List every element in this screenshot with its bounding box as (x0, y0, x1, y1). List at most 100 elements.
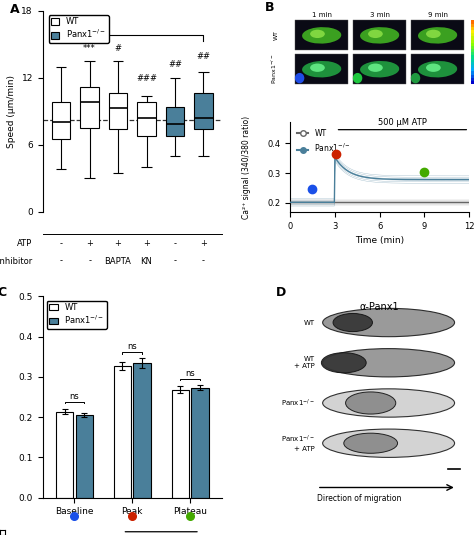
Ellipse shape (353, 73, 362, 83)
Text: +: + (115, 239, 121, 248)
Text: 500 μM ATP: 500 μM ATP (378, 118, 427, 127)
Ellipse shape (368, 30, 383, 38)
Text: ns: ns (128, 342, 137, 350)
Text: α-Panx1: α-Panx1 (360, 302, 400, 312)
Text: ###: ### (136, 74, 157, 83)
Bar (295, 55, 348, 84)
Bar (471, 62, 474, 65)
X-axis label: Time (min): Time (min) (355, 236, 404, 245)
Bar (191, 388, 209, 498)
Text: ***: *** (83, 44, 96, 53)
Bar (471, 49, 474, 52)
Bar (353, 20, 406, 50)
Bar (471, 36, 474, 40)
Text: -: - (60, 257, 63, 265)
Ellipse shape (333, 314, 373, 332)
Bar (411, 55, 464, 84)
Bar (471, 33, 474, 36)
Text: ATP: ATP (17, 239, 32, 248)
Y-axis label: Ca²⁺ signal (340/380 ratio): Ca²⁺ signal (340/380 ratio) (242, 116, 251, 219)
Ellipse shape (302, 61, 341, 78)
Bar (81, 87, 99, 128)
Bar (471, 27, 474, 30)
Text: WT: WT (304, 319, 315, 325)
Text: 3 min: 3 min (370, 12, 390, 18)
Ellipse shape (360, 27, 399, 43)
Text: 1 min: 1 min (312, 12, 332, 18)
Text: A: A (10, 3, 20, 16)
Ellipse shape (323, 389, 455, 417)
Text: ns: ns (185, 369, 195, 378)
Bar (76, 415, 93, 498)
Bar (471, 68, 474, 71)
Bar (471, 24, 474, 27)
Bar (471, 65, 474, 68)
Text: 9 min: 9 min (428, 12, 447, 18)
Bar (353, 55, 406, 84)
Text: -: - (173, 239, 176, 248)
Text: D: D (276, 286, 286, 299)
Bar (114, 365, 131, 498)
Bar (56, 412, 73, 498)
Ellipse shape (323, 308, 455, 337)
Bar (166, 107, 184, 136)
Ellipse shape (426, 64, 441, 72)
Text: Panx1$^{-/-}$: Panx1$^{-/-}$ (281, 398, 315, 409)
Bar (109, 94, 128, 129)
Bar (194, 94, 213, 129)
Legend: WT, Panx1$^{-/-}$: WT, Panx1$^{-/-}$ (49, 15, 109, 43)
Ellipse shape (321, 353, 366, 373)
Ellipse shape (302, 27, 341, 43)
Text: ##: ## (196, 52, 210, 61)
Text: B: B (265, 1, 274, 14)
Y-axis label: Speed (μm/min): Speed (μm/min) (7, 75, 16, 148)
Ellipse shape (418, 27, 457, 43)
Bar (471, 81, 474, 84)
Text: KN: KN (141, 257, 153, 265)
Ellipse shape (360, 61, 399, 78)
Ellipse shape (426, 30, 441, 38)
Text: C: C (0, 286, 7, 299)
Bar (471, 46, 474, 49)
Bar (471, 71, 474, 74)
Ellipse shape (323, 349, 455, 377)
Text: Inhibitor: Inhibitor (0, 257, 32, 265)
Ellipse shape (323, 429, 455, 457)
Text: +: + (200, 239, 207, 248)
Bar (471, 52, 474, 56)
Text: Panx1$^{-/-}$
+ ATP: Panx1$^{-/-}$ + ATP (281, 434, 315, 453)
Text: #: # (115, 44, 121, 53)
Text: -: - (202, 257, 205, 265)
Text: Panx1$^{-/-}$: Panx1$^{-/-}$ (270, 54, 279, 85)
Bar (471, 40, 474, 43)
Text: -: - (173, 257, 176, 265)
Text: WT: WT (274, 30, 279, 40)
Bar (471, 20, 474, 24)
Bar (471, 43, 474, 46)
Bar (471, 30, 474, 33)
Bar (411, 20, 464, 50)
Bar (172, 389, 189, 498)
Text: ##: ## (168, 60, 182, 69)
Text: -: - (88, 257, 91, 265)
Bar (471, 74, 474, 78)
Text: ns: ns (70, 392, 79, 401)
Bar (52, 102, 71, 139)
Bar (471, 78, 474, 81)
Ellipse shape (310, 64, 325, 72)
Text: BAPTA: BAPTA (105, 257, 131, 265)
Text: WT
+ ATP: WT + ATP (294, 356, 315, 369)
Text: -: - (60, 239, 63, 248)
Legend: WT, Panx1$^{-/-}$: WT, Panx1$^{-/-}$ (294, 126, 355, 157)
Text: Direction of migration: Direction of migration (317, 494, 401, 503)
Ellipse shape (344, 433, 398, 453)
Bar (471, 58, 474, 62)
Text: +: + (86, 239, 93, 248)
Legend: WT, Panx1$^{-/-}$: WT, Panx1$^{-/-}$ (47, 301, 107, 328)
Bar (471, 55, 474, 59)
Ellipse shape (346, 392, 396, 414)
Bar (295, 20, 348, 50)
Ellipse shape (368, 64, 383, 72)
Bar (134, 363, 151, 498)
Ellipse shape (418, 61, 457, 78)
